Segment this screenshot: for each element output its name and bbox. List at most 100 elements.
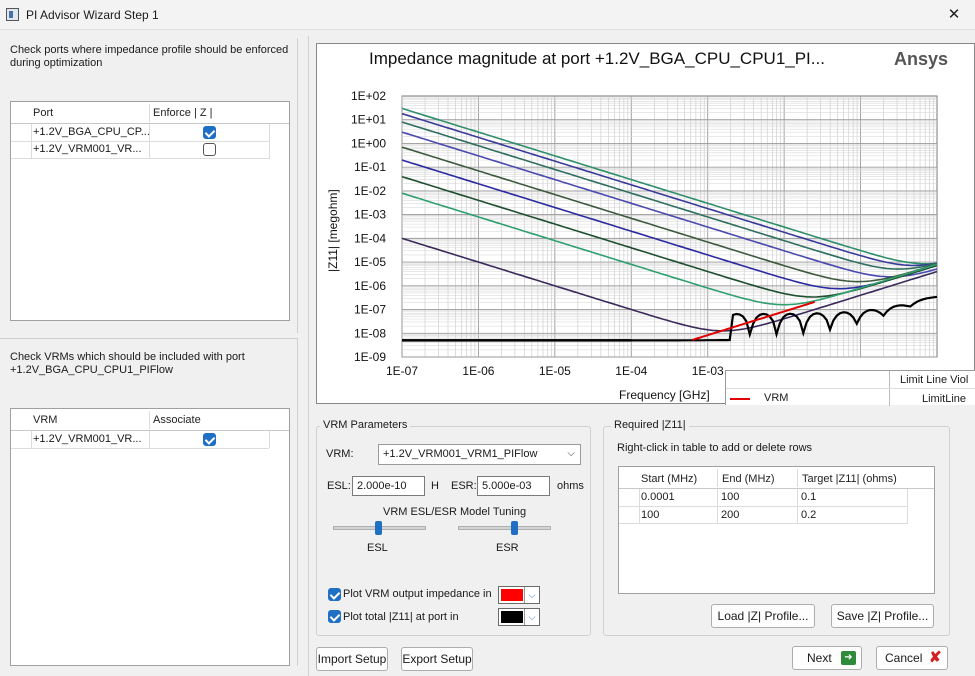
y-tick-label: 1E+01	[351, 113, 386, 127]
row-end[interactable]: 200	[721, 509, 740, 521]
vrm-name: +1.2V_VRM001_VR...	[33, 433, 142, 445]
total-color-picker[interactable]: ⌵	[498, 608, 540, 626]
legend-vrm-swatch	[730, 398, 750, 400]
impedance-plot[interactable]: Impedance magnitude at port +1.2V_BGA_CP…	[316, 43, 975, 406]
vrm-col-vrm[interactable]: VRM	[33, 414, 58, 426]
y-tick-label: 1E+02	[351, 89, 386, 103]
vrm-col-associate[interactable]: Associate	[153, 414, 201, 426]
esr-input[interactable]: 5.000e-03	[477, 476, 550, 496]
vrm-params-group	[316, 426, 591, 636]
table-row[interactable]: +1.2V_VRM001_VR...	[11, 142, 269, 159]
cancel-button[interactable]: Cancel ✘	[876, 646, 948, 670]
next-button[interactable]: Next ➜	[792, 646, 862, 670]
save-profile-button[interactable]: Save |Z| Profile...	[831, 604, 934, 628]
legend-header: Limit Line Viol	[900, 374, 969, 386]
ports-col-port[interactable]: Port	[33, 107, 54, 119]
vrm-instruction: Check VRMs which should be included with…	[10, 351, 245, 376]
app-icon	[6, 8, 19, 21]
y-tick-label: 1E-06	[354, 279, 386, 293]
col-start[interactable]: Start (MHz)	[641, 473, 698, 485]
vrm-color-picker[interactable]: ⌵	[498, 586, 540, 604]
enforce-checkbox-0[interactable]	[203, 126, 216, 139]
esl-input[interactable]: 2.000e-10	[352, 476, 425, 496]
x-tick-label: 1E-03	[692, 364, 724, 378]
plot-vrm-checkbox[interactable]	[328, 588, 341, 601]
y-tick-label: 1E-08	[354, 326, 386, 340]
ports-instruction: Check ports where impedance profile shou…	[10, 44, 289, 69]
esl-unit: H	[431, 480, 439, 492]
table-row[interactable]: 100 200 0.2	[619, 507, 907, 524]
required-z-table: Start (MHz) End (MHz) Target |Z11| (ohms…	[618, 466, 935, 594]
legend-vrm-label: VRM	[764, 392, 789, 404]
table-row[interactable]: +1.2V_VRM001_VR...	[11, 431, 269, 448]
impedance-series-line	[401, 121, 938, 270]
plot-title: Impedance magnitude at port +1.2V_BGA_CP…	[369, 49, 825, 68]
x-axis-label: Frequency [GHz]	[619, 388, 710, 402]
vrm-color-fill	[501, 589, 523, 601]
plot-canvas: Impedance magnitude at port +1.2V_BGA_CP…	[326, 49, 948, 402]
vrm-impedance-line	[692, 300, 816, 341]
required-z-group	[603, 426, 950, 636]
plot-area	[401, 95, 938, 358]
cancel-label: Cancel	[885, 651, 923, 665]
x-tick-label: 1E-06	[462, 364, 494, 378]
esl-label: ESL:	[327, 480, 351, 492]
impedance-series-line	[401, 146, 938, 283]
row-target[interactable]: 0.1	[801, 491, 817, 503]
impedance-series-line	[401, 192, 938, 306]
ports-col-enforce[interactable]: Enforce | Z |	[153, 107, 213, 119]
load-profile-button[interactable]: Load |Z| Profile...	[711, 604, 815, 628]
ports-table: Port Enforce | Z | +1.2V_BGA_CPU_CP... +…	[10, 101, 290, 321]
esr-label: ESR:	[451, 480, 477, 492]
ansys-logo: Ansys	[894, 49, 948, 69]
import-setup-button[interactable]: Import Setup	[316, 647, 388, 671]
esl-slider-label: ESL	[367, 542, 388, 554]
port-name: +1.2V_BGA_CPU_CP...	[33, 126, 150, 138]
plot-vrm-label: Plot VRM output impedance in	[343, 588, 492, 600]
col-end[interactable]: End (MHz)	[722, 473, 775, 485]
esr-slider-label: ESR	[496, 542, 519, 554]
tuning-title: VRM ESL/ESR Model Tuning	[383, 506, 527, 518]
table-row[interactable]: 0.0001 100 0.1	[619, 489, 907, 506]
y-tick-label: 1E+00	[351, 136, 386, 150]
chevron-down-icon[interactable]: ⌵	[524, 587, 539, 603]
next-label: Next	[807, 651, 832, 665]
impedance-series-line	[401, 237, 938, 332]
vrm-panel	[0, 338, 298, 666]
vrm-table: VRM Associate +1.2V_VRM001_VR...	[10, 408, 290, 666]
y-tick-label: 1E-09	[354, 350, 386, 364]
arrow-right-icon: ➜	[841, 651, 856, 665]
y-tick-label: 1E-04	[354, 231, 386, 245]
title-bar	[0, 0, 975, 30]
row-start[interactable]: 100	[641, 509, 660, 521]
vrm-select[interactable]: +1.2V_VRM001_VRM1_PIFlow ⌵	[378, 444, 581, 465]
required-z-hint: Right-click in table to add or delete ro…	[617, 442, 813, 454]
chevron-down-icon[interactable]: ⌵	[524, 609, 539, 625]
row-start[interactable]: 0.0001	[641, 491, 675, 503]
vrm-params-title: VRM Parameters	[320, 419, 411, 431]
esl-slider-thumb[interactable]	[375, 521, 382, 535]
impedance-series-line	[401, 107, 938, 265]
esl-slider[interactable]	[333, 521, 426, 535]
esr-slider[interactable]	[458, 521, 551, 535]
associate-checkbox-0[interactable]	[203, 433, 216, 446]
y-tick-label: 1E-01	[354, 160, 386, 174]
row-end[interactable]: 100	[721, 491, 740, 503]
col-target[interactable]: Target |Z11| (ohms)	[802, 473, 897, 485]
row-target[interactable]: 0.2	[801, 509, 817, 521]
table-row[interactable]: +1.2V_BGA_CPU_CP...	[11, 124, 269, 141]
enforce-checkbox-1[interactable]	[203, 143, 216, 156]
x-tick-label: 1E-04	[615, 364, 647, 378]
close-icon[interactable]: ✕	[947, 6, 961, 23]
plot-total-label: Plot total |Z11| at port in	[343, 611, 459, 623]
cancel-x-icon: ✘	[929, 649, 942, 666]
required-z-title: Required |Z11|	[611, 419, 689, 431]
export-setup-button[interactable]: Export Setup	[401, 647, 473, 671]
plot-total-checkbox[interactable]	[328, 610, 341, 623]
y-tick-label: 1E-02	[354, 184, 386, 198]
esr-slider-thumb[interactable]	[511, 521, 518, 535]
vrm-select-label: VRM:	[326, 448, 354, 460]
port-name: +1.2V_VRM001_VR...	[33, 143, 142, 155]
impedance-series-line	[401, 159, 938, 290]
window-title: PI Advisor Wizard Step 1	[26, 8, 159, 22]
